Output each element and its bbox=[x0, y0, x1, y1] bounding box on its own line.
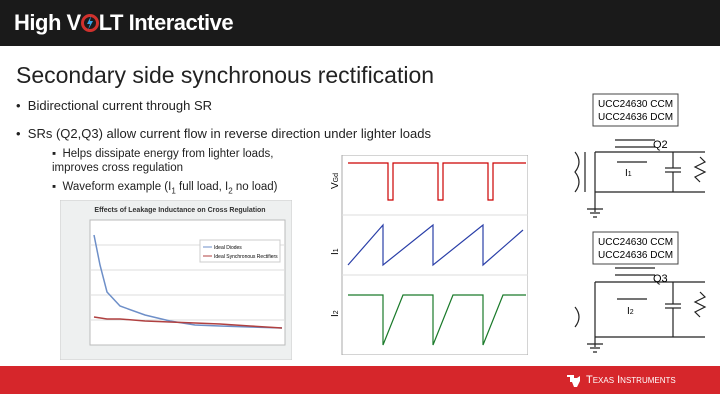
waveform-label: 2 bbox=[333, 310, 340, 314]
slide-title: Secondary side synchronous rectification bbox=[16, 62, 435, 88]
logo-text: LT bbox=[98, 10, 124, 35]
box-text: UCC24630 CCM bbox=[598, 237, 673, 248]
sub-bullet: ▪ Helps dissipate energy from lighter lo… bbox=[52, 148, 274, 174]
logo-text: V bbox=[66, 10, 82, 35]
logo-icon bbox=[80, 14, 99, 32]
waveform-label: VGd bbox=[330, 173, 341, 189]
bullet: • SRs (Q2,Q3) allow current flow in reve… bbox=[16, 126, 431, 141]
current-label: 2 bbox=[630, 309, 634, 316]
current-label: I2 bbox=[627, 306, 634, 317]
switch-label: Q2 bbox=[653, 139, 668, 151]
circuit: UCC24630 CCM UCC24636 DCM UCC24630 CCM U… bbox=[574, 93, 707, 353]
bullet-text: Bidirectional current through SR bbox=[27, 98, 213, 113]
sub-bullet-text: 2 bbox=[228, 186, 233, 196]
waveform-label: I2 bbox=[330, 310, 341, 317]
sub-bullet-text: full load, I bbox=[175, 181, 229, 193]
current-label: I1 bbox=[625, 168, 632, 179]
legend-text: Ideal Synchronous Rectifiers bbox=[214, 254, 278, 260]
waveform-label: V bbox=[330, 182, 341, 189]
waveform-label: 1 bbox=[333, 248, 340, 252]
sub-bullet-text: Waveform example (I bbox=[62, 181, 172, 193]
footer-bar: Texas Instruments bbox=[0, 366, 720, 394]
waveform-label: I bbox=[330, 252, 341, 255]
inset-chart: Effects of Leakage Inductance on Cross R… bbox=[60, 200, 292, 360]
bullet-text: SRs (Q2,Q3) allow current flow in revers… bbox=[27, 126, 431, 141]
waveform-label: I bbox=[330, 314, 341, 317]
ti-icon bbox=[567, 375, 580, 387]
box-text: UCC24630 CCM bbox=[598, 99, 673, 110]
logo-text: High bbox=[14, 10, 61, 35]
legend-text: Ideal Diodes bbox=[214, 245, 242, 251]
waveform-label: I1 bbox=[330, 248, 341, 255]
footer-brand: Texas Instruments bbox=[586, 374, 676, 386]
logo: High V LT Interactive bbox=[14, 10, 234, 36]
inset-title: Effects of Leakage Inductance on Cross R… bbox=[94, 207, 265, 214]
current-label: 1 bbox=[628, 171, 632, 178]
waveform-label: Gd bbox=[333, 173, 340, 182]
current-label: I bbox=[625, 168, 628, 179]
logo-text: Interactive bbox=[128, 10, 234, 35]
sub-bullet-text: Helps dissipate energy from lighter load… bbox=[52, 148, 274, 174]
sub-bullet-text: no load) bbox=[232, 181, 278, 193]
box-text: UCC24636 DCM bbox=[598, 250, 673, 261]
bullet: • Bidirectional current through SR bbox=[16, 98, 213, 113]
box-text: UCC24636 DCM bbox=[598, 112, 673, 123]
waveform-image: VGd I1 I2 bbox=[330, 155, 528, 355]
current-label: I bbox=[627, 306, 630, 317]
sub-bullet-text: 1 bbox=[171, 186, 176, 196]
header-bar: High V LT Interactive bbox=[0, 0, 720, 46]
switch-label: Q3 bbox=[653, 273, 668, 285]
sub-bullet: ▪ Waveform example (I1 full load, I2 no … bbox=[52, 181, 278, 196]
